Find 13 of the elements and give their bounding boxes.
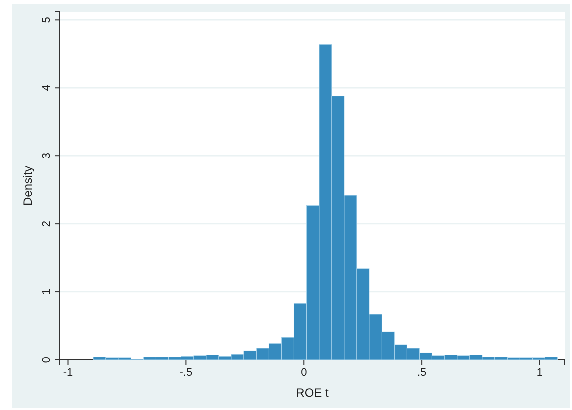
x-tick-label: 1 (536, 366, 544, 379)
y-tick-label: 0 (41, 356, 53, 364)
x-tick-label: -1 (63, 366, 74, 379)
x-tick-label: -.5 (180, 366, 193, 379)
y-tick-label: 3 (41, 153, 53, 160)
y-tick-label: 1 (41, 288, 53, 296)
x-tick-label: .5 (417, 366, 427, 379)
y-tick-label: 4 (41, 85, 53, 92)
x-axis-title: ROE t (296, 386, 330, 400)
y-tick-label: 5 (41, 17, 53, 24)
y-axis-title: Density (21, 166, 35, 206)
x-tick-label: 0 (301, 366, 308, 379)
y-tick-label: 2 (41, 221, 53, 228)
